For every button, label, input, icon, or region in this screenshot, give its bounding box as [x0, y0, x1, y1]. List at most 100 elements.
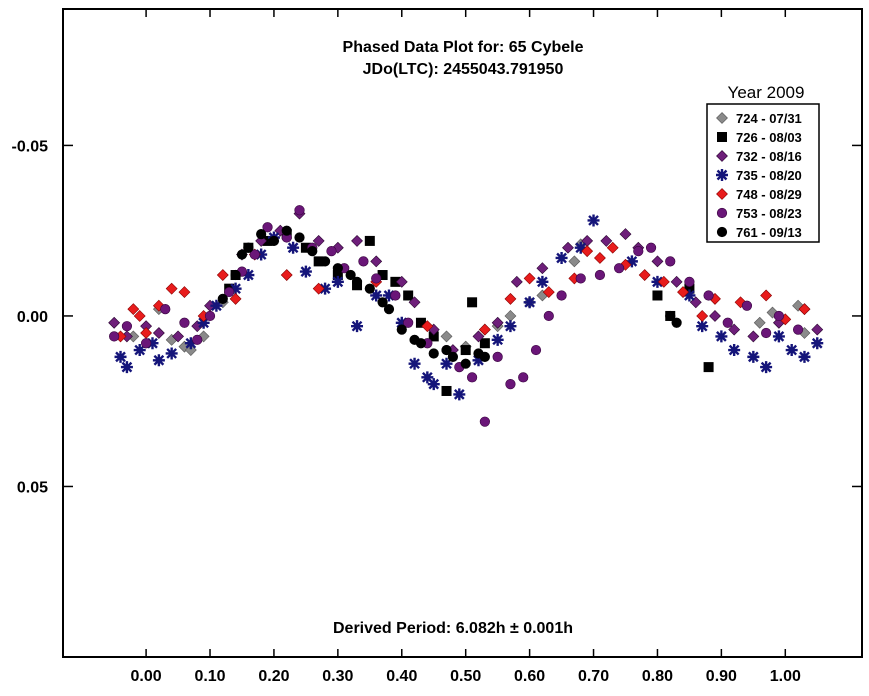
data-point-series-5: [312, 282, 325, 295]
data-point-series-4: [625, 255, 638, 268]
data-point-series-4: [229, 282, 242, 295]
data-point-series-3: [651, 255, 664, 268]
data-point-series-6: [466, 372, 478, 383]
data-point-series-4: [242, 269, 255, 282]
x-tick-label: 0.00: [131, 668, 162, 685]
data-point-series-4: [427, 378, 440, 391]
data-point-series-3: [510, 275, 523, 288]
data-point-series-2: [403, 290, 414, 301]
data-point-series-6: [633, 246, 644, 257]
derived-period: Derived Period: 6.082h ± 0.001h: [333, 620, 573, 637]
data-point-series-2: [313, 256, 324, 267]
data-point-series-5: [657, 275, 670, 288]
legend-label-3: 732 - 08/16: [736, 149, 802, 164]
data-point-series-4: [299, 265, 312, 278]
data-point-series-7: [268, 235, 280, 247]
y-tick-label: 0.05: [17, 479, 48, 496]
data-point-series-4: [146, 337, 159, 350]
data-point-series-5: [127, 303, 140, 316]
data-point-series-5: [478, 323, 491, 336]
data-point-series-6: [204, 310, 216, 322]
data-point-series-3: [472, 330, 485, 343]
data-point-series-6: [773, 310, 785, 322]
data-point-series-7: [460, 358, 471, 369]
legend-marker-7: [716, 226, 728, 238]
data-point-series-1: [440, 330, 453, 343]
data-point-series-2: [390, 276, 401, 287]
data-point-series-4: [785, 344, 798, 357]
data-point-series-4: [351, 320, 364, 333]
data-point-series-4: [811, 337, 824, 350]
data-point-series-6: [505, 379, 516, 390]
data-point-series-4: [747, 350, 760, 363]
data-point-series-5: [280, 269, 293, 281]
data-point-series-3: [172, 330, 184, 343]
data-point-series-6: [492, 351, 503, 362]
data-point-series-4: [798, 350, 811, 363]
data-point-series-6: [722, 317, 733, 328]
data-point-series-6: [390, 290, 401, 301]
data-point-series-4: [491, 333, 504, 346]
legend-label-5: 748 - 08/29: [736, 187, 802, 202]
data-point-series-5: [133, 310, 146, 322]
data-point-series-5: [523, 272, 536, 285]
data-point-series-6: [665, 256, 676, 267]
x-tick-label: 0.80: [642, 668, 673, 685]
data-point-series-2: [428, 331, 439, 342]
data-point-series-6: [614, 263, 625, 274]
data-point-series-1: [568, 255, 581, 268]
data-point-series-2: [415, 317, 426, 328]
data-point-series-2: [300, 242, 311, 253]
data-point-series-7: [377, 297, 388, 308]
data-point-series-3: [491, 316, 504, 329]
data-point-series-4: [152, 354, 165, 367]
data-point-series-3: [108, 316, 121, 329]
data-point-series-6: [192, 334, 203, 345]
data-point-series-4: [523, 296, 536, 309]
data-point-series-4: [370, 289, 383, 302]
data-point-series-3: [619, 228, 632, 241]
data-point-series-7: [294, 232, 305, 243]
data-point-series-2: [479, 338, 490, 349]
data-point-series-4: [133, 344, 146, 357]
data-point-series-5: [696, 310, 709, 322]
data-point-series-4: [772, 330, 785, 343]
data-point-series-2: [441, 385, 452, 396]
data-point-series-6: [326, 246, 337, 257]
data-point-series-7: [441, 344, 452, 356]
data-point-series-5: [165, 282, 178, 295]
data-point-series-2: [652, 290, 663, 301]
data-point-series-7: [256, 228, 267, 240]
data-point-series-5: [504, 292, 517, 305]
data-point-series-2: [377, 270, 388, 281]
data-point-series-4: [120, 361, 133, 374]
data-point-series-4: [382, 289, 395, 302]
data-point-series-4: [287, 241, 300, 254]
data-point-series-6: [140, 338, 152, 349]
data-point-series-4: [319, 282, 332, 295]
data-point-series-4: [197, 316, 210, 329]
chart-title: Phased Data Plot for: 65 Cybele: [343, 39, 584, 56]
data-point-series-7: [671, 317, 682, 328]
legend-label-7: 761 - 09/13: [736, 225, 802, 240]
data-point-series-5: [178, 286, 191, 298]
data-point-series-6: [543, 310, 554, 322]
data-point-series-6: [556, 290, 567, 301]
data-point-series-7: [345, 269, 356, 281]
data-point-series-6: [792, 324, 804, 335]
data-point-series-6: [262, 222, 273, 233]
data-point-series-7: [665, 310, 676, 322]
data-point-series-2: [467, 297, 478, 308]
legend-marker-5: [716, 188, 728, 200]
data-point-series-5: [542, 286, 555, 298]
data-point-series-7: [428, 348, 439, 359]
legend-title: Year 2009: [728, 83, 805, 102]
x-tick-label: 1.00: [770, 668, 801, 685]
data-point-series-7: [415, 338, 427, 349]
data-point-series-3: [562, 241, 574, 254]
data-point-series-6: [703, 290, 714, 301]
data-point-series-7: [243, 242, 254, 253]
data-point-series-6: [479, 416, 490, 427]
data-point-series-4: [536, 275, 549, 288]
data-point-series-6: [741, 300, 753, 311]
